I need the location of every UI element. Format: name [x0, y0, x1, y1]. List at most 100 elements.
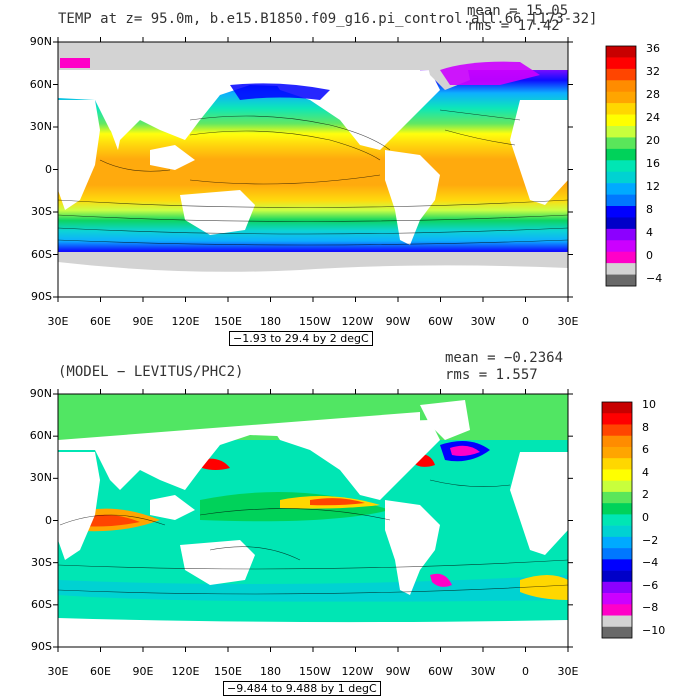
colorbar-label: 8 [646, 203, 653, 216]
colorbar-segment [602, 548, 632, 560]
colorbar-label: −2 [642, 533, 659, 547]
longitude-label: 150E [214, 665, 242, 678]
colorbar-segment [606, 114, 636, 127]
contour-lines [57, 109, 569, 246]
longitude-label: 90E [132, 665, 154, 678]
colorbar-segment [606, 148, 636, 161]
colorbar-segment [602, 446, 632, 459]
colorbar-segment [606, 126, 636, 138]
longitude-label: 60W [428, 315, 453, 328]
longitude-label: 30E [47, 665, 69, 678]
contour-range-label: −1.93 to 29.4 by 2 degC [229, 331, 373, 346]
longitude-label: 150W [299, 665, 331, 678]
longitude-label: 60E [90, 315, 111, 328]
colorbar-label: 0 [646, 249, 653, 262]
colorbar-segment [602, 615, 632, 628]
longitude-label: 30E [557, 315, 579, 328]
longitude-label: 30W [470, 315, 496, 328]
longitude-label: 30W [470, 665, 496, 678]
land-masses [58, 400, 568, 647]
colorbar-label: 24 [646, 111, 660, 124]
colorbar-segment [606, 240, 636, 253]
colorbar-segment [602, 536, 632, 549]
colorbar-label: 32 [646, 65, 660, 78]
colorbar-segment [602, 525, 632, 538]
colorbar-segment [602, 480, 632, 493]
colorbar-label: 4 [642, 465, 649, 479]
colorbar-segment [602, 593, 632, 605]
colorbar-segment [606, 57, 636, 70]
colorbar-segment [602, 435, 632, 448]
latitude-label: 60S [31, 597, 52, 611]
colorbar-segment [606, 206, 636, 218]
longitude-label: 120E [171, 665, 200, 678]
longitude-label: 120E [171, 315, 200, 328]
colorbar-segment [606, 91, 636, 104]
colorbar-label: 0 [642, 511, 649, 524]
colorbar-segment [606, 228, 636, 241]
longitude-label: 150W [299, 315, 331, 328]
longitude-label: 150E [214, 315, 242, 328]
latitude-label: 90N [29, 387, 52, 400]
colorbar-label: −4 [642, 556, 659, 570]
colorbar-segment [606, 274, 636, 287]
colorbar-segment [606, 194, 636, 207]
longitude-label: 90W [385, 315, 411, 328]
colorbar-segment [602, 413, 632, 425]
colorbar-segment [602, 491, 632, 504]
difference-colorbar [601, 401, 633, 639]
colorbar-segment [602, 424, 632, 437]
longitude-label: 90W [385, 665, 411, 678]
temperature-map-panel: TEMP at z= 95.0m, b.e15.B1850.f09_g16.pi… [29, 3, 662, 346]
colorbar-segment [606, 183, 636, 195]
latitude-label: 0 [45, 513, 52, 527]
colorbar-segment [602, 604, 632, 616]
colorbar-segment [606, 263, 636, 275]
latitude-label: 30S [31, 205, 52, 218]
colorbar-label: 28 [646, 88, 660, 101]
colorbar-label: 8 [642, 420, 649, 434]
colorbar-segment [606, 80, 636, 93]
colorbar-segment [606, 160, 636, 173]
colorbar-label: 16 [646, 157, 660, 170]
temperature-colorbar [605, 45, 637, 287]
colorbar-segment [602, 570, 632, 583]
longitude-label: 120W [341, 665, 374, 678]
colorbar-frame [601, 401, 633, 639]
colorbar-frame [605, 45, 637, 287]
longitude-label: 180 [260, 315, 281, 328]
latitude-label: 60N [29, 429, 52, 443]
colorbar-label: 10 [642, 398, 656, 411]
longitude-label: 0 [522, 665, 529, 678]
map-title: (MODEL − LEVITUS/PHC2) [58, 364, 244, 380]
colorbar-segment [606, 137, 636, 150]
colorbar-label: 12 [646, 180, 660, 193]
latitude-label: 30N [29, 120, 52, 133]
colorbar-label: −6 [642, 578, 659, 592]
latitude-label: 90S [31, 290, 52, 303]
temperature-difference-panel: (MODEL − LEVITUS/PHC2) mean = −0.2364 rm… [0, 350, 700, 700]
temperature-map-graphic [53, 37, 637, 302]
longitude-label: 120W [341, 315, 374, 328]
rms-value: rms = 1.557 [445, 367, 538, 383]
colorbar-label: 2 [642, 488, 649, 502]
colorbar-segment [606, 171, 636, 184]
longitude-label: 0 [522, 315, 529, 328]
colorbar-label: 36 [646, 42, 660, 55]
longitude-label: 30E [47, 315, 69, 328]
colorbar-segment [602, 469, 632, 481]
colorbar-label: −10 [642, 624, 666, 637]
colorbar-segment [602, 458, 632, 470]
colorbar-segment [606, 217, 636, 230]
colorbar-segment [602, 402, 632, 414]
longitude-label: 90E [132, 315, 154, 328]
colorbar-label: 6 [642, 443, 649, 457]
contour-range-label: −9.484 to 9.488 by 1 degC [223, 681, 381, 696]
mean-value: mean = 15.05 [467, 3, 569, 19]
colorbar-segment [602, 514, 632, 526]
longitude-label: 30E [557, 665, 579, 678]
longitude-label: 60W [428, 665, 453, 678]
rms-value: rms = 17.42 [467, 18, 560, 34]
mean-value: mean = −0.2364 [445, 350, 564, 366]
colorbar-label: 4 [646, 226, 653, 239]
